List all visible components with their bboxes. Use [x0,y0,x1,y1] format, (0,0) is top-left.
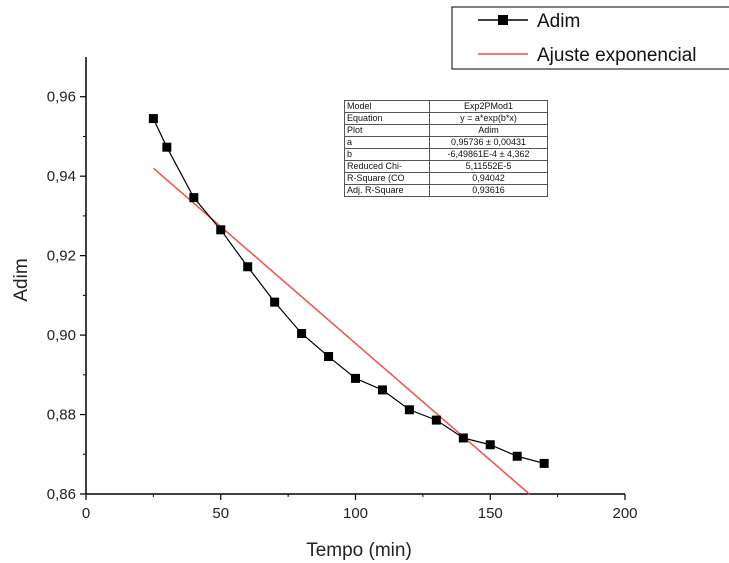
x-tick-label: 50 [212,505,229,522]
adim-data-point [189,193,199,203]
x-tick-label: 0 [82,505,90,522]
fit-table-value: -6,49861E-4 ± 4,362 [429,148,548,161]
adim-data-point [216,225,226,235]
adim-data-point [539,458,549,468]
legend-label-fit: Ajuste exponencial [537,45,697,66]
fit-table-value: 5,11552E-5 [429,160,548,173]
y-tick-label: 0,96 [47,89,76,106]
fit-results-table: Model Exp2PMod1 Equation y = a*exp(b*x) Plot… [344,100,548,197]
fit-table-key: b [344,148,430,161]
fit-table-row: Equation y = a*exp(b*x) [344,112,548,125]
adim-data-point [297,329,307,339]
adim-data-point [243,262,253,272]
x-axis-title: Tempo (min) [306,540,412,561]
adim-series-line [152,118,545,464]
adim-data-point [485,440,495,450]
fit-table-row: R-Square (CO 0,94042 [344,172,548,185]
axes: 0 50 100 150 200 0,86 0,88 0,90 0,92 0,94 0,96 [47,57,638,522]
x-tick-label: 150 [478,505,503,522]
fit-table-row: Reduced Chi- 5,11552E-5 [344,160,548,173]
y-axis-title: Adim [11,258,32,301]
fit-table-value: Adim [429,124,548,137]
adim-data-point [148,114,158,124]
legend: Adim Ajuste exponencial [451,6,729,70]
fit-table-value: 0,93616 [429,184,548,197]
adim-data-point [512,451,522,461]
x-tick-label: 100 [343,505,368,522]
y-tick-label: 0,92 [47,248,76,265]
fit-table-value: 0,95736 ± 0,00431 [429,136,548,149]
adim-data-point [458,433,468,443]
adim-data-point [431,415,441,425]
fit-table-key: a [344,136,430,149]
fit-table-row: b -6,49861E-4 ± 4,362 [344,148,548,161]
fit-table-key: Equation [344,112,430,125]
fit-table-row: Model Exp2PMod1 [344,100,548,113]
fit-table-row: Plot Adim [344,124,548,137]
fit-table-value: 0,94042 [429,172,548,185]
adim-data-point [404,405,414,415]
fit-table-key: Reduced Chi- [344,160,430,173]
y-tick-label: 0,86 [47,486,76,503]
adim-data-point [270,297,280,307]
fit-table-key: Model [344,100,430,113]
y-tick-label: 0,88 [47,407,76,424]
adim-data-point [324,352,334,362]
adim-data-point [377,385,387,395]
adim-data-point [351,373,360,383]
fit-table-key: Plot [344,124,430,137]
fit-table-row: Adj. R-Square 0,93616 [344,184,548,197]
legend-adim-marker [498,15,508,25]
y-tick-label: 0,94 [47,168,76,185]
fit-table-key: R-Square (CO [344,172,430,185]
adim-data-point [162,142,172,152]
fit-table-value: Exp2PMod1 [429,100,548,113]
legend-label-adim: Adim [537,11,580,32]
fit-table-key: Adj. R-Square [344,184,430,197]
series-layer [148,114,549,495]
fit-table-value: y = a*exp(b*x) [429,112,548,125]
fit-table-row: a 0,95736 ± 0,00431 [344,136,548,149]
x-tick-label: 200 [612,505,637,522]
y-tick-label: 0,90 [47,327,76,344]
